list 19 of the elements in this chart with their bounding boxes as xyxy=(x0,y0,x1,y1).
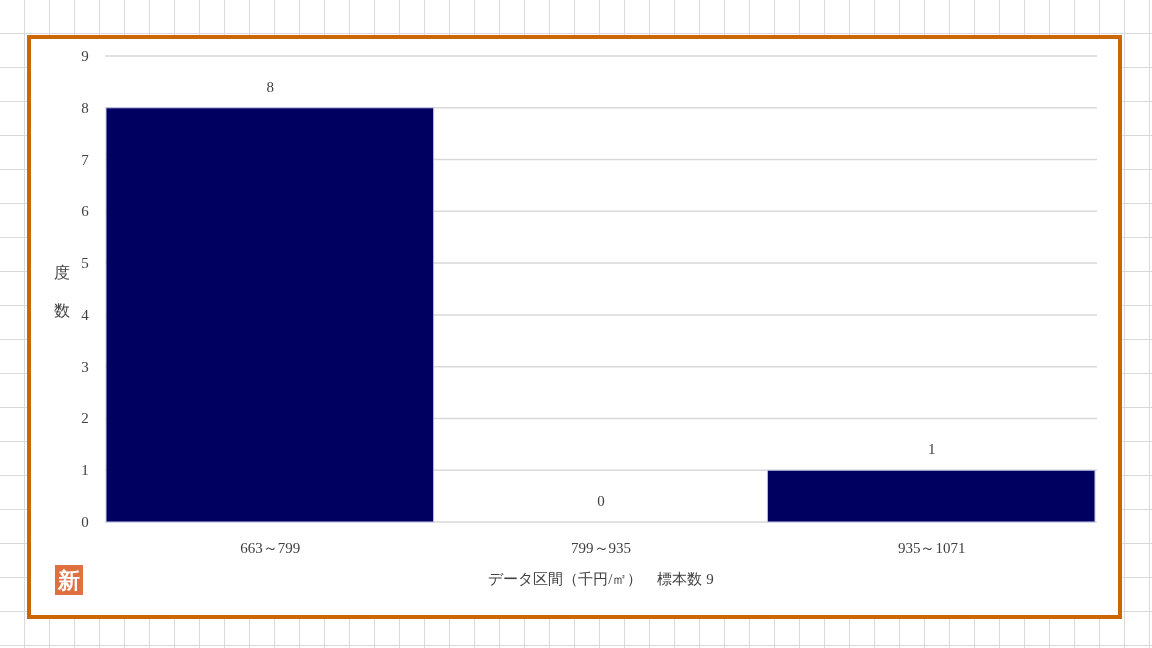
x-tick-label: 663～799 xyxy=(240,540,301,556)
y-tick-label: 1 xyxy=(81,462,89,479)
x-tick-label: 799～935 xyxy=(571,540,631,556)
y-tick-label: 3 xyxy=(81,358,89,375)
y-tick-label: 6 xyxy=(81,203,90,220)
y-tick-label: 0 xyxy=(81,514,89,530)
data-label: 1 xyxy=(927,441,936,458)
x-axis-title: データ区間（千円/㎡） 標本数 9 xyxy=(488,571,714,587)
x-tick-label: 935～1071 xyxy=(897,540,966,556)
annotation-badge: 新 xyxy=(55,565,83,595)
y-tick-label: 7 xyxy=(81,151,90,168)
y-tick-label: 8 xyxy=(81,99,89,116)
y-tick-label: 2 xyxy=(81,410,89,427)
text: 度数 xyxy=(54,264,70,319)
y-tick-label: 9 xyxy=(81,48,89,64)
y-tick-label: 4 xyxy=(81,306,90,323)
y-tick-label: 5 xyxy=(81,255,89,272)
data-label: 8 xyxy=(266,78,275,95)
data-label: 0 xyxy=(597,493,605,509)
